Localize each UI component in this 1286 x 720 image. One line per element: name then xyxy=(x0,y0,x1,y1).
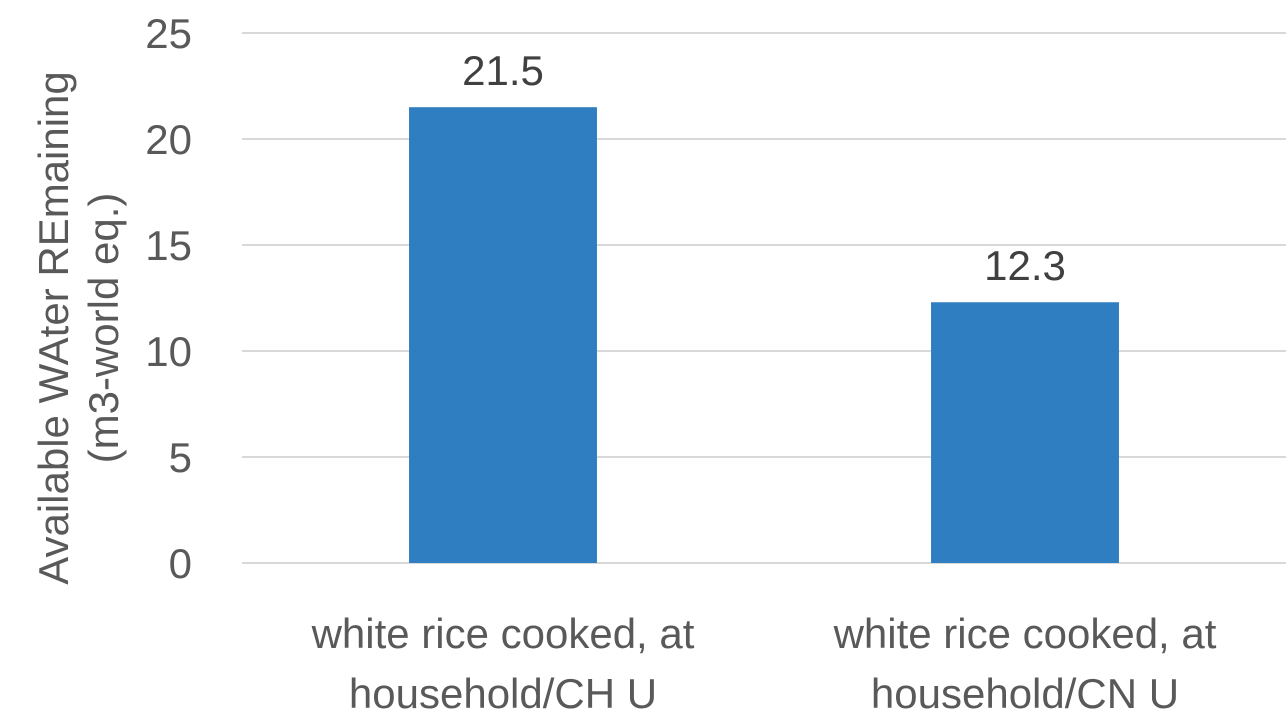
x-category-label-2-line-2: household/CN U xyxy=(871,670,1179,717)
data-labels: 21.5 12.3 xyxy=(462,47,1066,289)
y-tick-label-5: 5 xyxy=(169,434,192,481)
bar-1 xyxy=(409,107,597,563)
y-axis-tick-labels: 0 5 10 15 20 25 xyxy=(145,10,192,587)
gridlines xyxy=(242,32,1286,564)
y-axis-title-line-1: Available WAter REmaining xyxy=(30,71,77,585)
x-axis-category-labels: white rice cooked, at household/CH U white… xyxy=(311,610,1217,717)
data-label-2: 12.3 xyxy=(984,242,1066,289)
data-label-1: 21.5 xyxy=(462,47,544,94)
x-category-label-2-line-1: white rice cooked, at xyxy=(833,610,1217,657)
bar-2 xyxy=(931,302,1119,563)
y-tick-label-25: 25 xyxy=(145,10,192,57)
y-axis-title-line-2: (m3-world eq.) xyxy=(80,193,127,464)
x-category-label-1-line-2: household/CH U xyxy=(349,670,657,717)
y-tick-label-15: 15 xyxy=(145,222,192,269)
y-tick-label-10: 10 xyxy=(145,328,192,375)
y-tick-label-0: 0 xyxy=(169,540,192,587)
x-category-label-1-line-1: white rice cooked, at xyxy=(311,610,695,657)
y-axis-title: Available WAter REmaining (m3-world eq.) xyxy=(30,71,127,585)
y-tick-label-20: 20 xyxy=(145,116,192,163)
bars xyxy=(409,107,1119,563)
